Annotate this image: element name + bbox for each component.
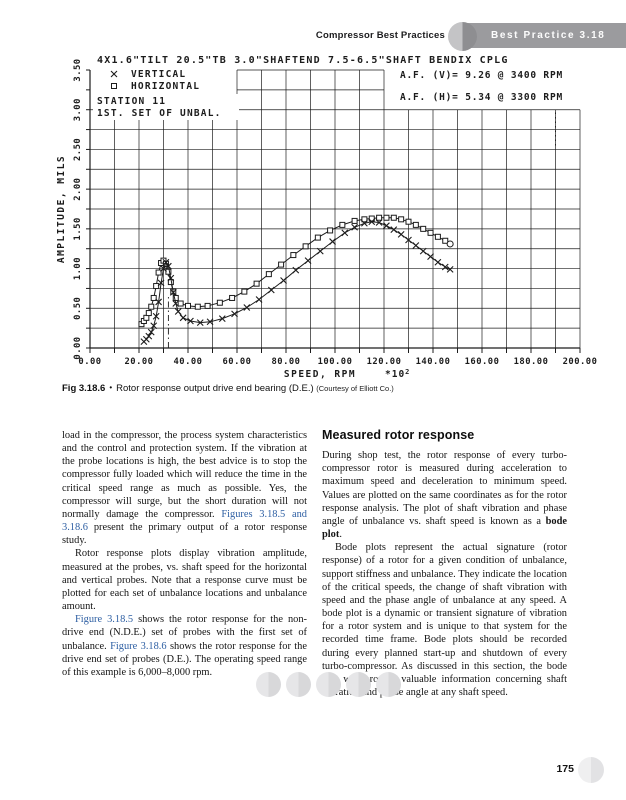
series-horizontal [138,214,454,328]
deco-circle-icon [286,672,311,697]
svg-text:200.00: 200.00 [563,357,598,367]
deco-circle-icon [346,672,371,697]
figure-cross-reference-link[interactable]: Figure 3.18.5 [75,614,134,626]
figure-caption-text: Rotor response output drive end bearing … [116,383,314,394]
body-text: . [339,529,342,541]
svg-text:3.50: 3.50 [73,58,83,81]
svg-text:2.50: 2.50 [73,138,83,161]
svg-text:160.00: 160.00 [465,357,500,367]
figure-cross-reference-link[interactable]: Figure 3.18.6 [110,640,167,652]
svg-text:3.00: 3.00 [73,98,83,121]
body-text: present the primary output of a rotor re… [62,522,307,547]
paragraph: During shop test, the rotor response of … [322,449,567,541]
body-text: During shop test, the rotor response of … [322,450,567,527]
banner-title: Best Practice 3.18 [491,30,606,41]
series-vertical [140,218,454,346]
svg-text:1.00: 1.00 [73,257,83,280]
best-practice-banner: Best Practice 3.18 [463,23,626,48]
banner-circle-icon [448,22,477,51]
svg-text:*102: *102 [385,368,410,380]
caption-bullet-icon: • [109,383,113,392]
rotor-response-chart: 0.00 20.00 40.00 60.00 80.00 100.00 120.00 140.… [56,55,598,380]
section-heading: Measured rotor response [322,428,475,442]
x-axis-title: SPEED, RPM [284,369,356,380]
svg-text:40.00: 40.00 [174,357,203,367]
paragraph: load in the compressor, the process syst… [62,429,307,547]
right-text-column: Measured rotor response During shop test… [322,428,567,699]
svg-text:VERTICAL: VERTICAL [131,69,186,80]
body-text: Rotor response plots display vibration a… [62,548,307,613]
body-text: shows the rotor response for the drive e… [62,640,307,678]
svg-text:140.00: 140.00 [416,357,451,367]
svg-text:1ST. SET OF UNBAL.: 1ST. SET OF UNBAL. [97,108,222,119]
deco-circle-icon [316,672,341,697]
svg-text:0.00: 0.00 [78,357,101,367]
right-column-paragraphs: During shop test, the rotor response of … [322,449,567,699]
y-axis: 0.00 0.50 1.00 1.50 2.00 2.50 3.00 3.50 AMPLITUD… [56,58,91,360]
body-text: Bode plots represent the actual signatur… [322,542,567,698]
svg-text:20.00: 20.00 [125,357,154,367]
y-axis-title: AMPLITUDE, MILS [56,155,67,263]
figure-caption-label: Fig 3.18.6 [62,383,106,394]
svg-text:STATION 11: STATION 11 [97,96,166,107]
svg-text:1.50: 1.50 [73,217,83,240]
page-number: 175 [556,763,574,775]
deco-circle-icon [256,672,281,697]
body-text: load in the compressor, the process syst… [62,430,307,520]
paragraph: Bode plots represent the actual signatur… [322,541,567,699]
deco-circle-icon [376,672,401,697]
svg-text:A.F. (V)= 9.26 @ 3400: A.F. (V)= 9.26 @ 3400 RPM [400,70,563,81]
svg-text:80.00: 80.00 [272,357,301,367]
body-text: shows the rotor response for the non-dri… [62,614,308,652]
chart-title: 4X1.6"TILT 20.5"TB 3.0"SHAFTEND 7.5-6.5"… [97,55,509,66]
paragraph: Rotor response plots display vibration a… [62,547,307,613]
left-text-column: load in the compressor, the process syst… [62,429,307,679]
svg-text:100.00: 100.00 [318,357,353,367]
svg-text:HORIZONTAL: HORIZONTAL [131,81,200,92]
figure-caption-courtesy: (Courtesy of Elliott Co.) [316,384,394,393]
x-axis: 0.00 20.00 40.00 60.00 80.00 100.00 120.00 140.… [78,347,598,380]
svg-text:0.00: 0.00 [73,336,83,359]
svg-text:A.F. (H)= 5.34 @ 3300: A.F. (H)= 5.34 @ 3300 RPM [400,92,563,103]
paragraph: Figure 3.18.5 shows the rotor response f… [62,613,307,679]
svg-text:2.00: 2.00 [73,178,83,201]
amplification-factor-annotation: A.F. (V)= 9.26 @ 3400 RPM A.F. (H)= 5.34 … [400,70,563,103]
body-text: bode plot [322,515,567,541]
svg-text:120.00: 120.00 [367,357,402,367]
critical-speed-markers [167,109,556,348]
svg-text:0.50: 0.50 [73,297,83,320]
svg-text:180.00: 180.00 [514,357,549,367]
figure-caption: Fig 3.18.6 • Rotor response output drive e… [62,383,582,394]
svg-text:60.00: 60.00 [223,357,252,367]
page-corner-circle-icon [578,757,604,783]
figure-cross-reference-link[interactable]: Figures 3.18.5 and 3.18.6 [62,508,307,534]
running-head: Compressor Best Practices [315,30,445,41]
